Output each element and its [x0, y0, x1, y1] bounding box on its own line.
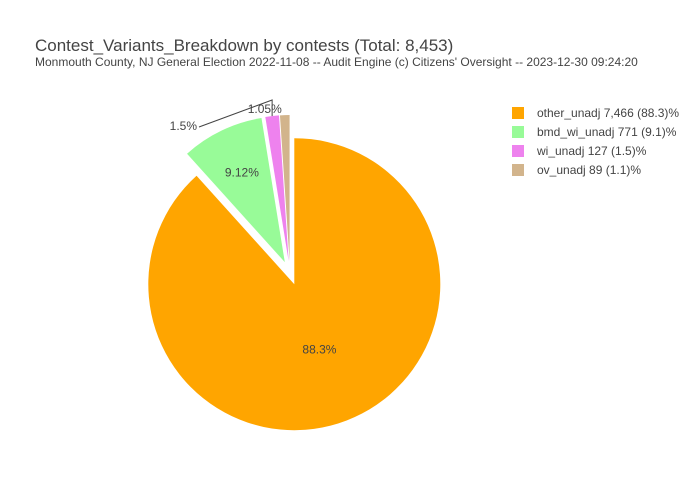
legend-item-ov-unadj[interactable]: ov_unadj 89 (1.1)% [512, 163, 641, 177]
slice-label-bmd-wi-unadj: 9.12% [225, 166, 259, 180]
legend-label: ov_unadj 89 (1.1)% [537, 163, 641, 177]
legend-swatch [512, 126, 524, 138]
chart-subtitle: Monmouth County, NJ General Election 202… [35, 55, 638, 69]
legend-swatch [512, 145, 524, 157]
pie-slice-bmd-wi-unadj [187, 118, 285, 263]
pie-labels: 88.3% 9.12% 1.5% 1.05% [170, 99, 337, 357]
pie-slice-wi-unadj [265, 115, 289, 262]
slice-label-line-wi-unadj [198, 99, 273, 128]
legend-item-wi-unadj[interactable]: wi_unadj 127 (1.5)% [512, 144, 647, 158]
legend: other_unadj 7,466 (88.3)% bmd_wi_unadj 77… [512, 106, 679, 177]
slice-label-other-unadj: 88.3% [302, 343, 336, 357]
pie-slice-ov-unadj [279, 115, 290, 262]
legend-swatch [512, 107, 524, 119]
pie-slice-other-unadj [148, 138, 441, 431]
slice-label-ov-unadj: 1.05% [248, 102, 282, 116]
legend-label: other_unadj 7,466 (88.3)% [537, 106, 679, 120]
legend-swatch [512, 164, 524, 176]
legend-label: wi_unadj 127 (1.5)% [536, 144, 647, 158]
slice-label-wi-unadj: 1.5% [170, 119, 198, 133]
legend-item-other-unadj[interactable]: other_unadj 7,466 (88.3)% [512, 106, 679, 120]
legend-item-bmd-wi-unadj[interactable]: bmd_wi_unadj 771 (9.1)% [512, 125, 677, 139]
legend-label: bmd_wi_unadj 771 (9.1)% [537, 125, 677, 139]
pie-slices [148, 115, 441, 431]
chart-title: Contest_Variants_Breakdown by contests (… [35, 36, 453, 55]
